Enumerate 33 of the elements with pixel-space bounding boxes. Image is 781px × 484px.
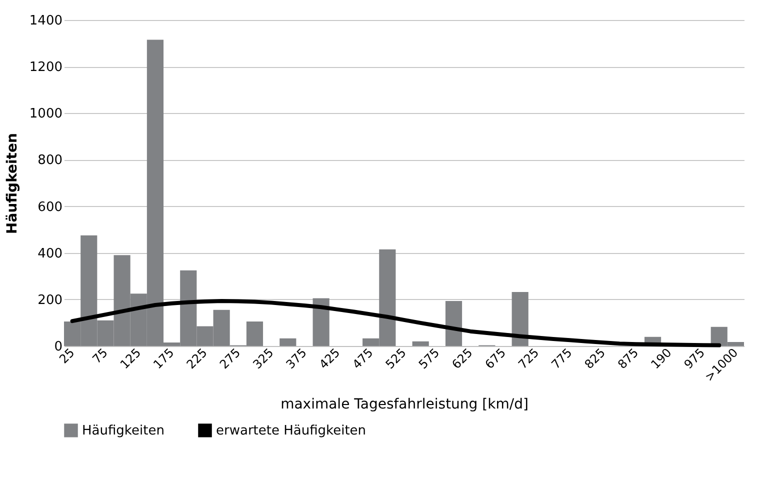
bar [412, 341, 429, 346]
x-tick-label: 375 [283, 346, 310, 372]
y-tick-label: 1400 [29, 14, 62, 28]
x-tick-label: 625 [449, 346, 476, 372]
x-tick-label: 875 [615, 346, 642, 372]
line-series [70, 299, 722, 348]
legend-label: Häufigkeiten [82, 423, 164, 438]
x-tick-label: 825 [582, 346, 608, 372]
bar [445, 301, 462, 346]
y-tick-label: 200 [38, 292, 62, 308]
bar [312, 298, 330, 346]
y-tick-label: 800 [38, 153, 62, 168]
bar [280, 338, 296, 346]
x-tick-label: 325 [250, 346, 276, 372]
x-tick-label: 190 [648, 346, 674, 372]
y-tick-label: 1200 [29, 60, 62, 76]
x-tick-label: 775 [548, 346, 575, 372]
y-tick-label: 400 [38, 246, 62, 262]
x-axis-title: maximale Tagesfahrleistung [km/d] [280, 396, 528, 412]
y-tick-label: 1000 [29, 106, 62, 122]
y-tick-label: 600 [38, 200, 62, 215]
x-tick-label: 975 [681, 346, 708, 372]
x-tick-label: 75 [90, 346, 110, 366]
x-tick-label: 425 [316, 346, 343, 372]
x-tick-label: 175 [150, 346, 177, 372]
y-tick-label: 0 [54, 340, 62, 354]
x-tick-label: 125 [117, 346, 144, 372]
x-tick-label: 725 [516, 346, 542, 372]
x-tick-label: 675 [482, 346, 508, 372]
legend-label: erwartete Häufigkeiten [216, 423, 366, 438]
x-tick-label: 475 [350, 346, 376, 372]
y-axis-title: Häufigkeiten [4, 133, 20, 234]
bar [512, 292, 528, 346]
